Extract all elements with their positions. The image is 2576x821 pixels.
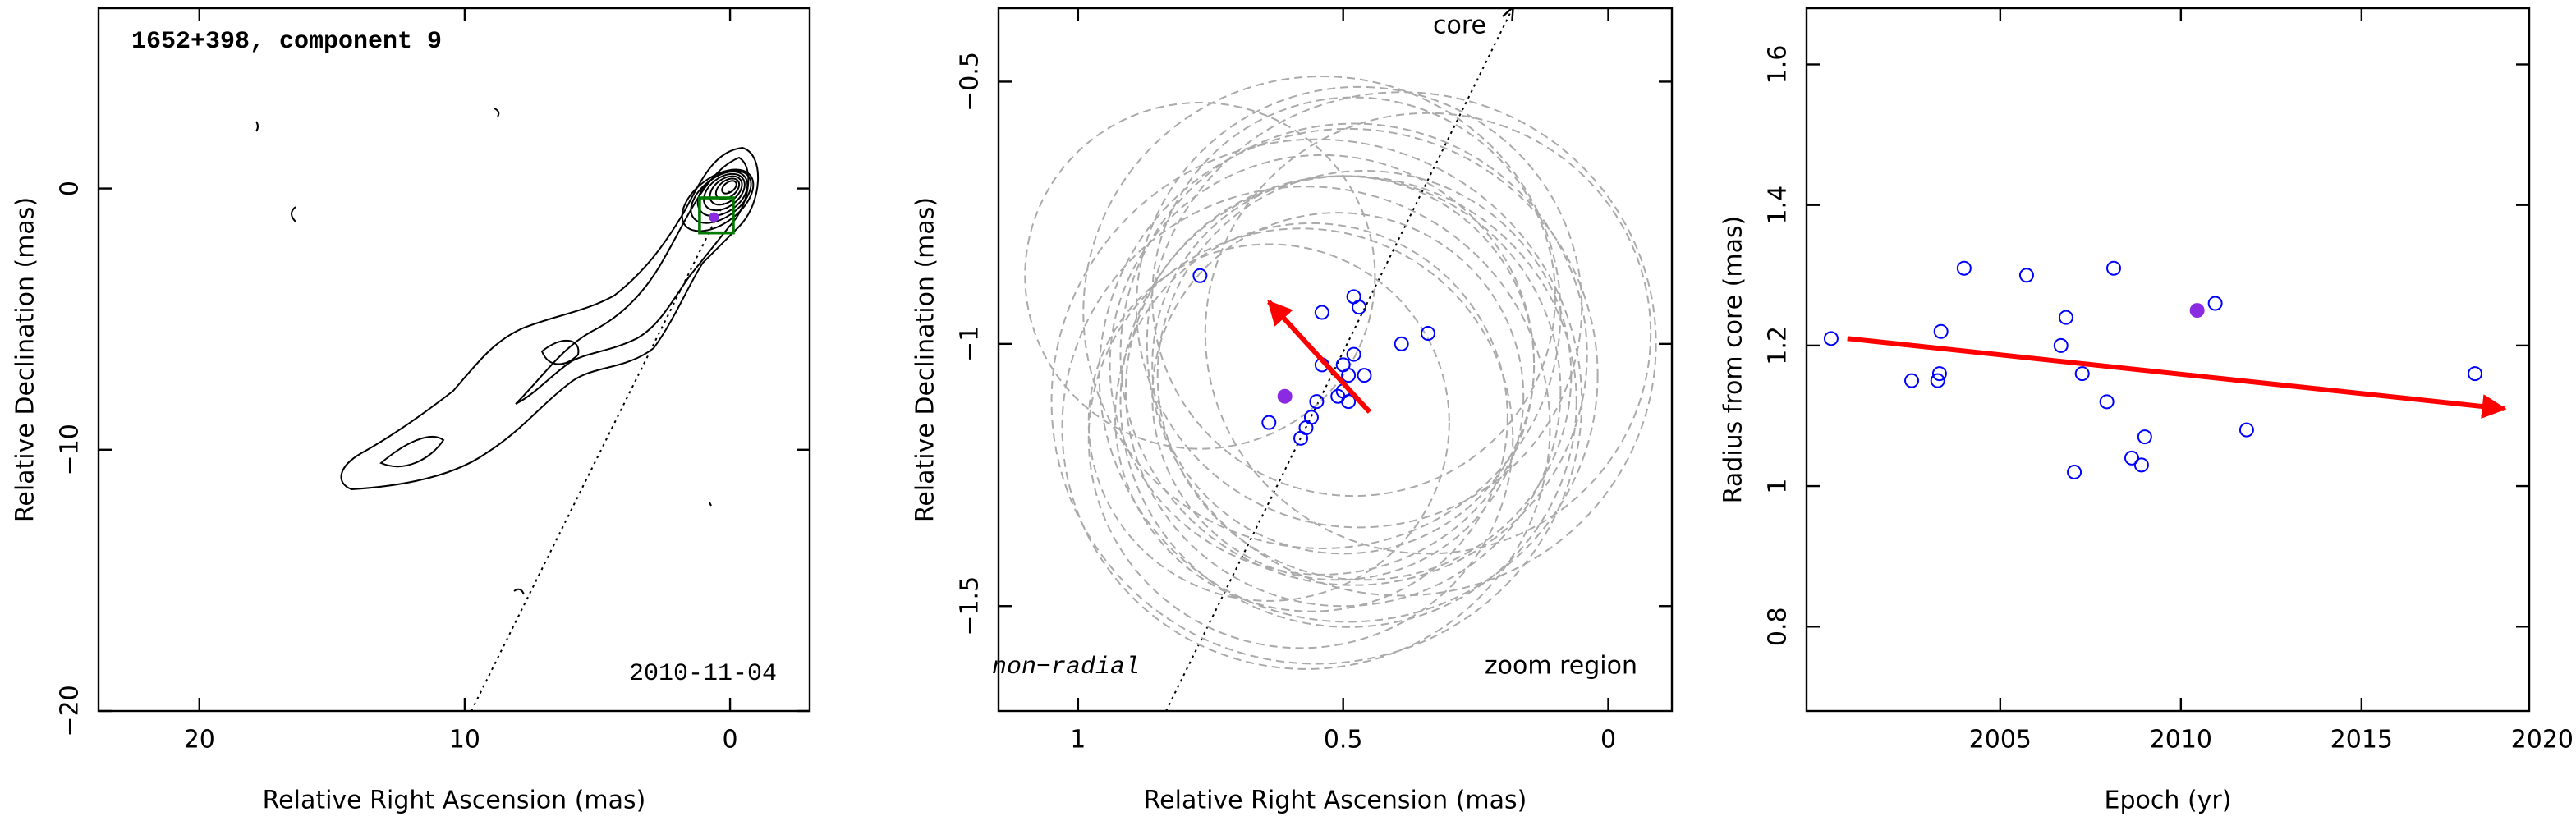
y-tick-label: −0.5 — [956, 52, 985, 112]
error-circle — [1124, 175, 1562, 608]
x-tick-label: 20 — [184, 726, 215, 754]
data-point — [1293, 430, 1309, 446]
error-circle — [1146, 91, 1657, 597]
data-point — [2133, 457, 2149, 473]
data-point — [1931, 366, 1947, 382]
data-point — [1261, 415, 1277, 430]
data-point — [1341, 368, 1357, 383]
error-circle — [1050, 138, 1583, 665]
data-point — [2053, 337, 2069, 353]
y-tick-label: 1.4 — [1764, 186, 1793, 225]
core-label: core — [1433, 11, 1486, 40]
error-circle — [1119, 175, 1577, 628]
data-point — [2124, 450, 2139, 466]
plot-frame — [1805, 7, 2531, 713]
data-point — [1420, 326, 1435, 342]
error-circle — [1109, 154, 1536, 576]
data-point — [2106, 260, 2121, 276]
y-axis-label: Relative Declination (mas) — [11, 197, 40, 522]
x-axis-label: Epoch (yr) — [2105, 787, 2232, 815]
x-tick-label: 2020 — [2511, 726, 2574, 754]
x-tick-label: 0 — [723, 726, 738, 754]
y-tick-label: −1.5 — [956, 576, 985, 636]
zoom-box — [698, 196, 735, 235]
data-point — [1192, 268, 1208, 283]
error-circle — [1082, 76, 1562, 549]
data-point — [1346, 346, 1361, 362]
x-tick-label: 2015 — [2330, 726, 2393, 754]
error-circle — [1151, 212, 1525, 581]
component-position — [709, 212, 719, 222]
x-axis-label: Relative Right Ascension (mas) — [263, 787, 646, 815]
data-point — [1930, 373, 1945, 388]
y-tick-label: 1 — [1764, 479, 1793, 494]
panel-title: 1652+398, component 9 — [131, 28, 442, 56]
error-circle — [1024, 101, 1376, 450]
data-point — [2239, 422, 2254, 438]
data-point — [1823, 331, 1839, 346]
error-circle — [1119, 122, 1588, 586]
data-point — [2137, 429, 2152, 445]
data-point — [1956, 260, 1972, 276]
data-point — [1352, 300, 1367, 315]
data-point — [2067, 464, 2082, 479]
plot-frame — [997, 7, 1674, 713]
error-circle — [1087, 227, 1514, 649]
highlight-point — [2189, 303, 2205, 319]
x-axis-label: Relative Right Ascension (mas) — [1144, 787, 1527, 815]
trend-arrow — [1847, 336, 2507, 419]
epoch-label: 2010-11-04 — [629, 660, 777, 688]
x-tick-label: 1 — [1070, 726, 1086, 754]
data-point — [1357, 368, 1372, 383]
y-tick-label: −10 — [56, 424, 85, 475]
highlight-point — [1277, 388, 1293, 404]
error-circle — [1087, 243, 1450, 602]
data-point — [2099, 394, 2115, 410]
y-axis-label: Radius from core (mas) — [1720, 216, 1748, 504]
data-point — [2058, 310, 2073, 325]
x-tick-label: 0 — [1600, 726, 1616, 754]
error-circle — [1151, 175, 1536, 555]
data-point — [2468, 366, 2482, 382]
plot-frame — [97, 7, 811, 713]
non-radial-label: non−radial — [992, 654, 1140, 681]
error-circle — [1061, 186, 1551, 670]
y-axis-label: Relative Declination (mas) — [911, 197, 940, 522]
y-tick-label: 0.8 — [1764, 607, 1793, 646]
zoom-label: zoom region — [1485, 652, 1637, 681]
data-point — [1309, 394, 1325, 410]
data-point — [1904, 373, 1920, 388]
x-tick-label: 0.5 — [1324, 726, 1363, 754]
y-tick-label: 1.2 — [1764, 326, 1793, 365]
data-point — [2207, 296, 2223, 311]
data-point — [1394, 336, 1409, 351]
error-circle — [1204, 112, 1652, 555]
x-tick-label: 10 — [449, 726, 480, 754]
error-circle — [1114, 222, 1508, 612]
data-point — [2074, 366, 2090, 382]
y-tick-label: 1.6 — [1764, 45, 1793, 85]
data-point — [1314, 305, 1329, 320]
x-tick-label: 2010 — [2150, 726, 2212, 754]
data-point — [1341, 394, 1357, 410]
plot-area — [1024, 76, 1657, 670]
y-tick-label: −20 — [56, 685, 85, 736]
y-tick-label: −1 — [956, 326, 985, 362]
x-tick-label: 2005 — [1969, 726, 2032, 754]
y-tick-label: 0 — [56, 181, 85, 196]
error-circle — [1135, 85, 1583, 529]
trend-arrow — [1267, 300, 1372, 414]
error-circle — [1156, 170, 1573, 581]
data-point — [2018, 268, 2034, 283]
contour-map — [158, 8, 759, 711]
data-point — [1933, 323, 1949, 339]
